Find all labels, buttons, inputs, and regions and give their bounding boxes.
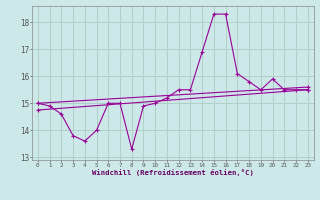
X-axis label: Windchill (Refroidissement éolien,°C): Windchill (Refroidissement éolien,°C) [92,169,254,176]
